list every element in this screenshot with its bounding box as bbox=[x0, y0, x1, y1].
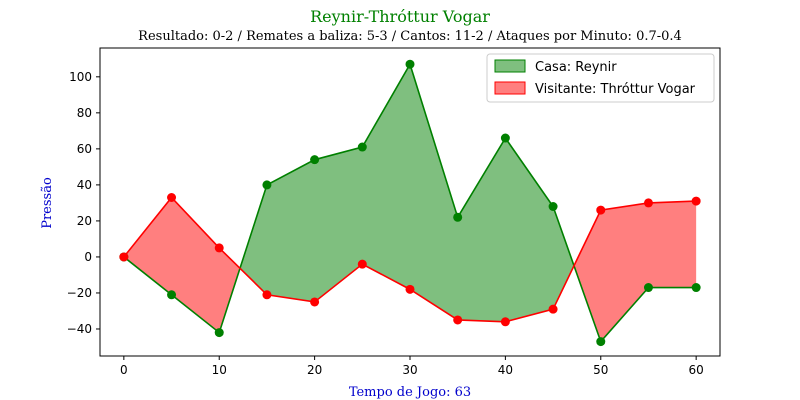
y-axis-label: Pressão bbox=[40, 177, 55, 229]
away-point-45 bbox=[548, 304, 558, 314]
chart-subtitle: Resultado: 0-2 / Remates a baliza: 5-3 /… bbox=[138, 29, 682, 44]
away-point-20 bbox=[310, 297, 320, 307]
away-point-5 bbox=[167, 193, 177, 202]
away-point-35 bbox=[453, 315, 463, 325]
legend-box bbox=[486, 53, 715, 103]
home-point-10 bbox=[214, 328, 224, 338]
legend-label-away: Visitante: Thróttur Vogar bbox=[535, 82, 696, 97]
home-point-5 bbox=[167, 290, 177, 300]
away-advantage-area-2 bbox=[573, 201, 697, 342]
y-tick-label--40: −40 bbox=[67, 322, 92, 336]
x-tick-label-20: 20 bbox=[307, 363, 322, 377]
fill-layer bbox=[123, 64, 697, 342]
x-tick-label-40: 40 bbox=[498, 363, 513, 377]
legend-swatch-home bbox=[494, 59, 526, 73]
home-point-55 bbox=[643, 283, 653, 293]
chart-title: Reynir-Thróttur Vogar bbox=[310, 7, 490, 26]
x-tick-label-30: 30 bbox=[402, 363, 417, 377]
y-tick-label-80: 80 bbox=[77, 106, 92, 120]
away-advantage-area-0 bbox=[123, 197, 240, 333]
x-tick-label-0: 0 bbox=[120, 363, 128, 377]
away-point-15 bbox=[262, 290, 272, 300]
home-advantage-area-1 bbox=[239, 64, 574, 322]
away-point-0 bbox=[119, 252, 129, 262]
x-tick-label-60: 60 bbox=[689, 363, 704, 377]
away-point-55 bbox=[643, 198, 653, 208]
home-point-20 bbox=[310, 155, 320, 165]
home-point-50 bbox=[596, 337, 606, 347]
home-point-40 bbox=[500, 133, 510, 143]
away-point-25 bbox=[357, 259, 367, 269]
home-point-25 bbox=[357, 142, 367, 152]
away-point-60 bbox=[691, 196, 701, 206]
y-tick-label-0: 0 bbox=[84, 250, 92, 264]
away-point-50 bbox=[596, 205, 606, 215]
y-axis: −40 −20 0 20 40 60 80 100 bbox=[67, 70, 100, 336]
legend: Casa: Reynir Visitante: Thróttur Vogar bbox=[486, 53, 715, 103]
y-tick-label-100: 100 bbox=[69, 70, 92, 84]
legend-label-home: Casa: Reynir bbox=[535, 60, 617, 75]
x-tick-label-50: 50 bbox=[593, 363, 608, 377]
legend-swatch-away bbox=[494, 81, 526, 95]
home-point-45 bbox=[548, 202, 558, 211]
home-point-15 bbox=[262, 180, 272, 190]
point-layer bbox=[119, 59, 701, 347]
home-point-30 bbox=[405, 59, 415, 69]
y-tick-label-60: 60 bbox=[77, 142, 92, 156]
home-point-60 bbox=[691, 283, 701, 293]
away-point-30 bbox=[405, 284, 415, 294]
x-tick-label-10: 10 bbox=[212, 363, 227, 377]
y-tick-label--20: −20 bbox=[67, 286, 92, 300]
y-tick-label-20: 20 bbox=[77, 214, 92, 228]
away-point-40 bbox=[500, 317, 510, 327]
home-point-35 bbox=[453, 212, 463, 222]
x-axis: 0 10 20 30 40 50 60 bbox=[120, 356, 704, 377]
away-point-10 bbox=[214, 243, 224, 253]
y-tick-label-40: 40 bbox=[77, 178, 92, 192]
x-axis-label: Tempo de Jogo: 63 bbox=[349, 385, 471, 400]
